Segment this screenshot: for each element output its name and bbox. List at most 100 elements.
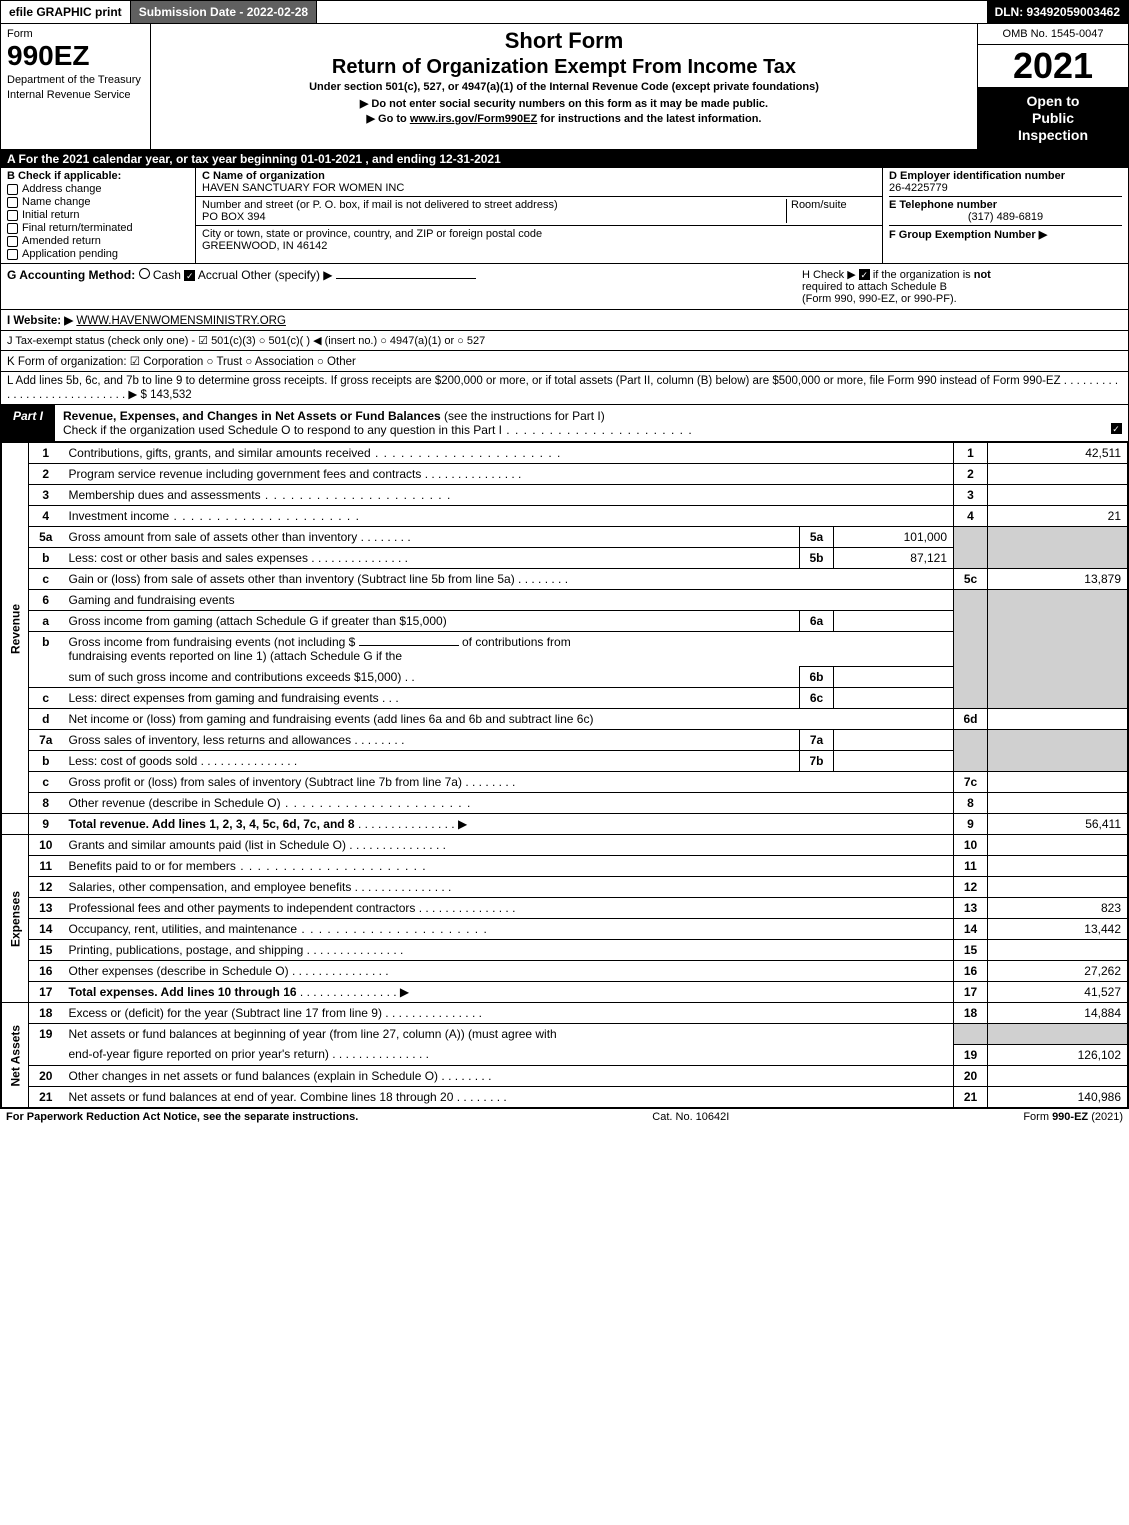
row-l: L Add lines 5b, 6c, and 7b to line 9 to …: [1, 372, 1128, 405]
l5ab-grey: [954, 527, 988, 569]
g-other: Other (specify) ▶: [241, 268, 332, 282]
l6c-sn: 6c: [800, 688, 834, 709]
l5a-n: 5a: [29, 527, 63, 548]
box-d-e-f: D Employer identification number 26-4225…: [883, 168, 1128, 263]
chk-accrual[interactable]: ✓: [184, 270, 195, 281]
dln: DLN: 93492059003462: [987, 1, 1128, 23]
l5b-d: Less: cost or other basis and sales expe…: [69, 551, 308, 565]
l13-v: 823: [988, 898, 1128, 919]
chk-h[interactable]: ✓: [859, 269, 870, 280]
l18-v: 14,884: [988, 1003, 1128, 1024]
l7c-d: Gross profit or (loss) from sales of inv…: [69, 775, 462, 789]
top-bar: efile GRAPHIC print Submission Date - 20…: [0, 0, 1129, 24]
l5a-d: Gross amount from sale of assets other t…: [69, 530, 358, 544]
l7c-v: [988, 772, 1128, 793]
l7a-sv: [834, 730, 954, 751]
go-to-line: ▶ Go to www.irs.gov/Form990EZ for instru…: [159, 112, 969, 125]
lines-table: Revenue 1 Contributions, gifts, grants, …: [1, 442, 1128, 1108]
dept-irs: Internal Revenue Service: [7, 89, 144, 102]
l6-d: Gaming and fundraising events: [63, 590, 954, 611]
revenue-side: Revenue: [2, 443, 29, 814]
l6c-sv: [834, 688, 954, 709]
submission-date: Submission Date - 2022-02-28: [131, 1, 317, 23]
l6a-d: Gross income from gaming (attach Schedul…: [63, 611, 800, 632]
row-i: I Website: ▶ WWW.HAVENWOMENSMINISTRY.ORG: [1, 310, 1128, 331]
l10-v: [988, 835, 1128, 856]
open1: Open to: [982, 93, 1124, 110]
efile-label[interactable]: efile GRAPHIC print: [1, 1, 131, 23]
open2: Public: [982, 110, 1124, 127]
h-text3: required to attach Schedule B: [802, 281, 947, 293]
l7ab-grey: [954, 730, 988, 772]
l9-v: 56,411: [988, 814, 1128, 835]
l1-d: Contributions, gifts, grants, and simila…: [69, 446, 371, 460]
l8-n: 8: [29, 793, 63, 814]
l13-d: Professional fees and other payments to …: [69, 901, 416, 915]
row-j: J Tax-exempt status (check only one) - ☑…: [1, 331, 1128, 351]
l6b-d1: Gross income from fundraising events (no…: [69, 635, 356, 649]
l8-d: Other revenue (describe in Schedule O): [69, 796, 281, 810]
l14-v: 13,442: [988, 919, 1128, 940]
l1-v: 42,511: [988, 443, 1128, 464]
chk-cash[interactable]: [139, 268, 150, 279]
l19-d2: end-of-year figure reported on prior yea…: [69, 1047, 329, 1061]
chk-application-pending[interactable]: [7, 249, 18, 260]
l16-n: 16: [29, 961, 63, 982]
l7a-n: 7a: [29, 730, 63, 751]
chk-amended-return[interactable]: [7, 236, 18, 247]
chk-initial-return[interactable]: [7, 210, 18, 221]
part1-sub: Check if the organization used Schedule …: [63, 423, 502, 437]
form-number: 990EZ: [7, 40, 144, 72]
l5b-sn: 5b: [800, 548, 834, 569]
l9-n: 9: [29, 814, 63, 835]
l10-n: 10: [29, 835, 63, 856]
l5b-sv: 87,121: [834, 548, 954, 569]
l6c-d: Less: direct expenses from gaming and fu…: [69, 691, 379, 705]
irs-link[interactable]: www.irs.gov/Form990EZ: [410, 113, 537, 125]
l5c-n: c: [29, 569, 63, 590]
ein: 26-4225779: [889, 182, 1122, 197]
l-amount: 143,532: [150, 389, 192, 401]
l5ab-grey-v: [988, 527, 1128, 569]
g-label: G Accounting Method:: [7, 268, 135, 282]
l19-c: 19: [954, 1044, 988, 1065]
section-b-c-d: B Check if applicable: Address change Na…: [1, 168, 1128, 264]
l3-n: 3: [29, 485, 63, 506]
box-b: B Check if applicable: Address change Na…: [1, 168, 196, 263]
l7b-sv: [834, 751, 954, 772]
chk-schedule-o[interactable]: ✓: [1111, 423, 1122, 434]
l6b-sn: 6b: [800, 667, 834, 688]
part1-title-b: Revenue, Expenses, and Changes in Net As…: [63, 409, 441, 423]
net-assets-side: Net Assets: [2, 1003, 29, 1108]
l18-n: 18: [29, 1003, 63, 1024]
l6b-d2: of contributions from: [462, 635, 571, 649]
l14-d: Occupancy, rent, utilities, and maintena…: [69, 922, 298, 936]
h-not: not: [974, 269, 991, 281]
website-link[interactable]: WWW.HAVENWOMENSMINISTRY.ORG: [76, 315, 286, 327]
l6b-n: b: [29, 632, 63, 688]
l11-c: 11: [954, 856, 988, 877]
chk-final-return[interactable]: [7, 223, 18, 234]
l7b-sn: 7b: [800, 751, 834, 772]
l20-v: [988, 1065, 1128, 1086]
l12-c: 12: [954, 877, 988, 898]
l7c-n: c: [29, 772, 63, 793]
city-hdr: City or town, state or province, country…: [202, 228, 542, 240]
chk-address-change[interactable]: [7, 184, 18, 195]
part1-header: Part I Revenue, Expenses, and Changes in…: [1, 405, 1128, 442]
opt-application-pending: Application pending: [22, 248, 118, 260]
l12-d: Salaries, other compensation, and employ…: [69, 880, 352, 894]
l16-c: 16: [954, 961, 988, 982]
l20-d: Other changes in net assets or fund bala…: [69, 1069, 439, 1083]
l14-n: 14: [29, 919, 63, 940]
street-hdr: Number and street (or P. O. box, if mail…: [202, 199, 558, 211]
chk-name-change[interactable]: [7, 197, 18, 208]
l2-c: 2: [954, 464, 988, 485]
header-left: Form 990EZ Department of the Treasury In…: [1, 24, 151, 149]
part1-title: Revenue, Expenses, and Changes in Net As…: [55, 405, 1104, 441]
h-text1: H Check ▶: [802, 269, 859, 281]
l1-c: 1: [954, 443, 988, 464]
l5a-sv: 101,000: [834, 527, 954, 548]
l4-c: 4: [954, 506, 988, 527]
l5a-sn: 5a: [800, 527, 834, 548]
